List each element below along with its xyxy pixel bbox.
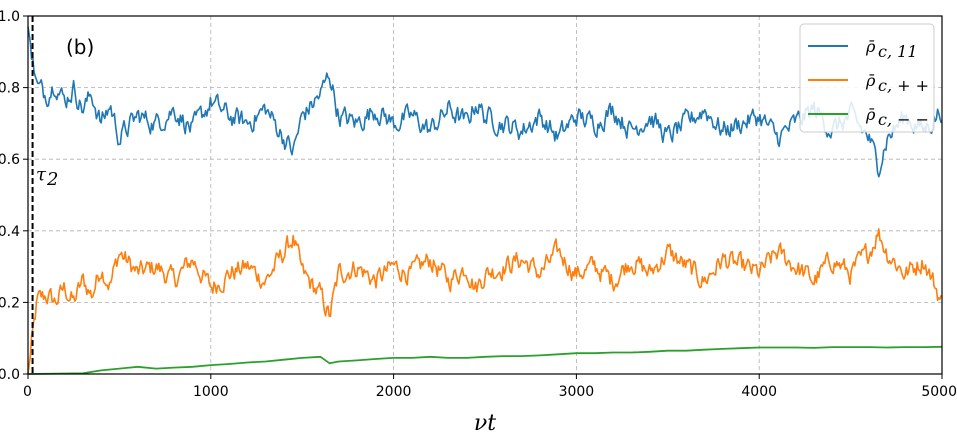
legend-entry-sub-1: c, + + (878, 76, 929, 95)
series-line-0 (27, 26, 942, 178)
legend-entry-sub-0: c, 11 (878, 42, 918, 61)
tau-label: τ (36, 164, 47, 185)
x-tick-label: 5000 (921, 384, 957, 400)
y-tick-label: 0.2 (0, 295, 20, 311)
y-tick-label: 0.4 (0, 224, 20, 240)
series-layer (27, 26, 943, 375)
legend-entry-1: ρ̄ (865, 71, 876, 90)
x-axis: 0 1000 2000 3000 4000 5000 (23, 374, 957, 400)
x-tick-label: 3000 (559, 384, 595, 400)
x-axis-label: νt (474, 411, 496, 435)
legend-entry-0: ρ̄ (865, 37, 876, 56)
legend: ρ̄ c, 11ρ̄ c, + +ρ̄ c, − − (799, 23, 935, 133)
tau-subscript: 2 (46, 169, 58, 190)
x-tick-label: 4000 (741, 384, 777, 400)
y-tick-label: 0.6 (0, 152, 20, 168)
plot-frame (27, 15, 943, 375)
series-line-2 (27, 345, 943, 375)
x-tick-label: 2000 (376, 384, 412, 400)
x-tick-label: 0 (23, 384, 32, 400)
legend-entry-2: ρ̄ (865, 105, 876, 124)
y-tick-label: 1.0 (0, 9, 20, 25)
x-tick-label: 1000 (193, 384, 229, 400)
plot-background (28, 16, 942, 374)
panel-label: (b) (66, 35, 94, 59)
legend-box (799, 23, 935, 133)
y-axis: 0.0 0.2 0.4 0.6 0.8 1.0 (0, 9, 28, 383)
legend-entry-sub-2: c, − − (878, 110, 929, 129)
y-tick-label: 0.8 (0, 81, 20, 97)
y-tick-label: 0.0 (0, 367, 20, 383)
series-line-1 (27, 228, 942, 375)
